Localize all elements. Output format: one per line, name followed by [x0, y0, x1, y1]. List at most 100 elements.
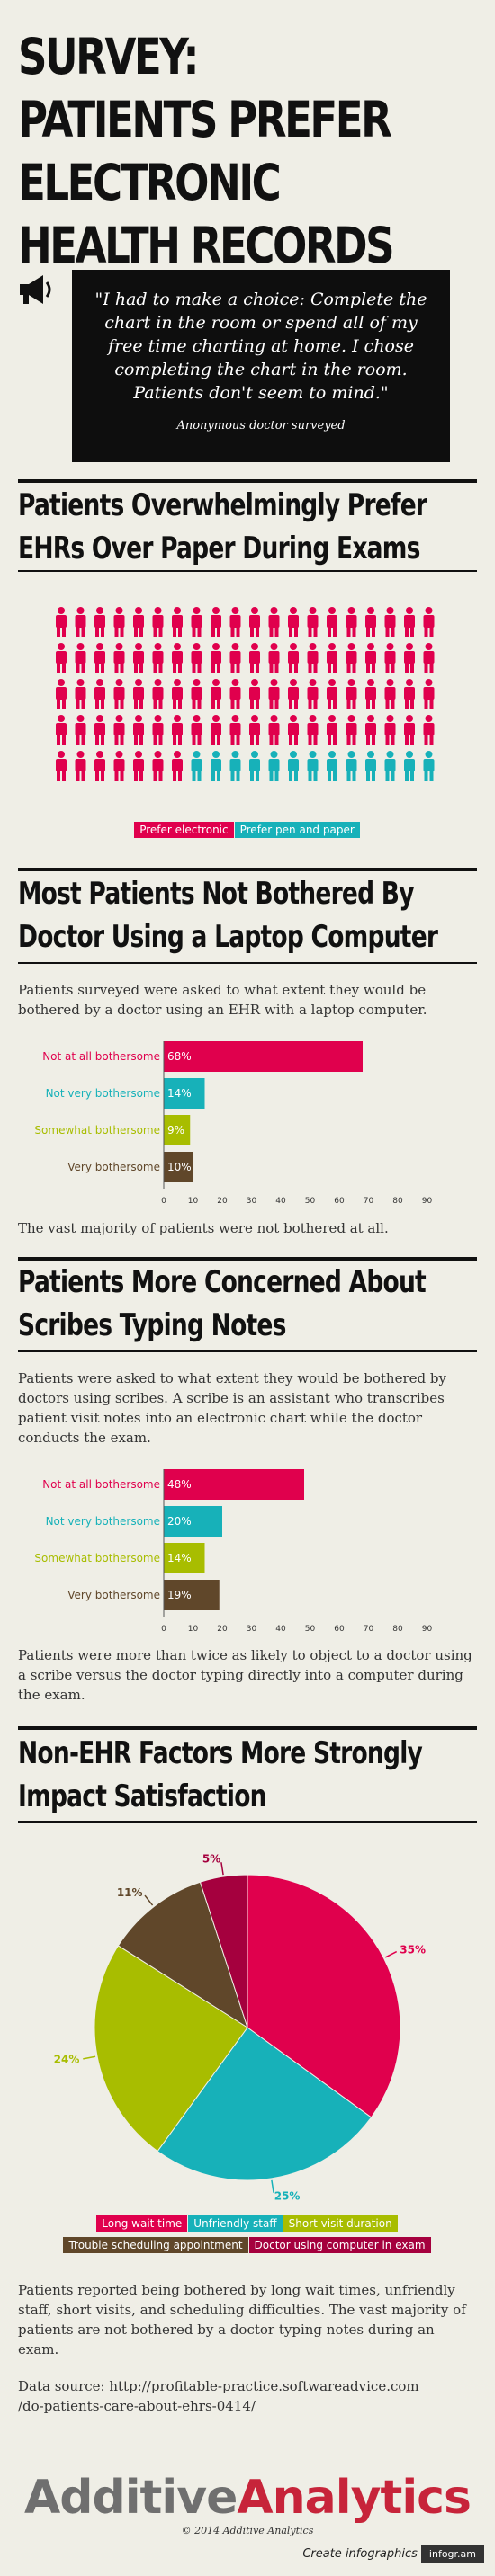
person-icon	[288, 607, 299, 637]
person-icon	[268, 643, 280, 673]
person-icon	[423, 643, 435, 673]
data-source-line1[interactable]: Data source: http://profitable-practice.…	[18, 2378, 419, 2394]
laptop-category-label: Not very bothersome	[46, 1087, 160, 1100]
person-icon	[172, 607, 183, 637]
infogram-badge[interactable]: infogr.am	[420, 2545, 484, 2563]
infogram-link[interactable]: Create infographics infogr.am	[302, 2545, 484, 2563]
pie-legend-item: Unfriendly staff	[188, 2215, 283, 2232]
person-icon	[249, 751, 260, 781]
pie-data-label: 24%	[54, 2054, 80, 2066]
pie-data-label: 35%	[400, 1944, 426, 1957]
person-icon	[404, 715, 415, 745]
person-icon	[94, 751, 105, 781]
person-icon	[191, 715, 202, 745]
pie-slice	[117, 1881, 248, 2029]
scribe-tick-label: 10	[188, 1625, 199, 1634]
person-icon	[191, 679, 202, 709]
person-icon	[152, 679, 164, 709]
person-icon	[133, 679, 144, 709]
pie-leader-line	[144, 1894, 154, 1906]
laptop-data-label: 14%	[167, 1087, 192, 1100]
pie-data-label: 11%	[117, 1886, 143, 1899]
pictograph-legend-item: Prefer electronic	[134, 822, 234, 838]
person-icon	[423, 751, 435, 781]
person-icon	[56, 607, 67, 637]
scribe-bar	[164, 1543, 205, 1573]
pie-slice	[199, 1874, 248, 2028]
person-icon	[94, 607, 105, 637]
factors-pie-chart: 35% 25% 24% 11% 5%	[54, 1852, 426, 2203]
person-icon	[172, 679, 183, 709]
section-divider	[18, 868, 477, 871]
person-icon	[133, 751, 144, 781]
person-icon	[423, 715, 435, 745]
person-icon	[230, 751, 241, 781]
scribe-category-label: Not at all bothersome	[42, 1478, 160, 1491]
scribe-bar	[164, 1580, 220, 1610]
pie-leader-line	[83, 2055, 96, 2060]
person-icon	[56, 679, 67, 709]
person-icon	[327, 679, 338, 709]
scribe-tick-label: 0	[161, 1625, 166, 1634]
person-icon	[307, 643, 319, 673]
scribe-data-label: 14%	[167, 1552, 192, 1564]
laptop-tick-label: 30	[247, 1197, 257, 1206]
logo-part1: Additive	[24, 2471, 238, 2525]
person-icon	[133, 607, 144, 637]
person-icon	[172, 643, 183, 673]
quote-text: "I had to make a choice: Complete the ch…	[94, 290, 428, 403]
person-icon	[211, 679, 221, 709]
person-icon	[249, 643, 260, 673]
person-icon	[75, 715, 86, 745]
laptop-bar	[164, 1041, 363, 1072]
scribe-tick-label: 80	[392, 1625, 403, 1634]
pie-legend-item: Doctor using computer in exam	[248, 2237, 431, 2253]
person-icon	[113, 751, 125, 781]
person-icon	[230, 607, 241, 637]
laptop-tick-label: 0	[161, 1197, 166, 1206]
person-icon	[384, 715, 396, 745]
laptop-tick-label: 90	[422, 1197, 433, 1206]
section-underline	[18, 1350, 477, 1352]
data-source-line2[interactable]: /do-patients-care-about-ehrs-0414/	[18, 2398, 256, 2414]
pictograph-chart	[56, 607, 435, 781]
laptop-bar	[164, 1152, 194, 1182]
scribe-category-label: Not very bothersome	[46, 1515, 160, 1528]
section-divider	[18, 1257, 477, 1261]
quote-attribution: Anonymous doctor surveyed	[176, 419, 346, 432]
person-icon	[384, 607, 396, 637]
pie-leader-line	[220, 1862, 224, 1876]
person-icon	[307, 679, 319, 709]
person-icon	[75, 643, 86, 673]
person-icon	[249, 607, 260, 637]
person-icon	[346, 751, 357, 781]
person-icon	[268, 679, 280, 709]
person-icon	[365, 751, 376, 781]
section-title-scribe: Patients More Concerned About Scribes Ty…	[18, 1264, 427, 1343]
pie-slice	[247, 1874, 401, 2118]
person-icon	[268, 607, 280, 637]
person-icon	[152, 751, 164, 781]
person-icon	[211, 715, 221, 745]
section-divider	[18, 479, 477, 483]
person-icon	[346, 643, 357, 673]
section-title-laptop: Most Patients Not Bothered By Doctor Usi…	[18, 876, 438, 955]
scribe-tick-label: 40	[275, 1625, 286, 1634]
person-icon	[346, 607, 357, 637]
person-icon	[307, 715, 319, 745]
person-icon	[211, 751, 221, 781]
scribe-bar	[164, 1506, 222, 1537]
laptop-category-label: Somewhat bothersome	[34, 1124, 160, 1136]
person-icon	[404, 643, 415, 673]
section-underline	[18, 570, 477, 572]
scribe-data-label: 20%	[167, 1515, 192, 1528]
laptop-tick-label: 10	[188, 1197, 199, 1206]
scribe-conclusion: Patients were more than twice as likely …	[18, 1647, 472, 1703]
person-icon	[384, 679, 396, 709]
person-icon	[365, 643, 376, 673]
person-icon	[249, 679, 260, 709]
person-icon	[307, 607, 319, 637]
person-icon	[384, 643, 396, 673]
person-icon	[346, 715, 357, 745]
pie-data-label: 25%	[274, 2190, 301, 2203]
